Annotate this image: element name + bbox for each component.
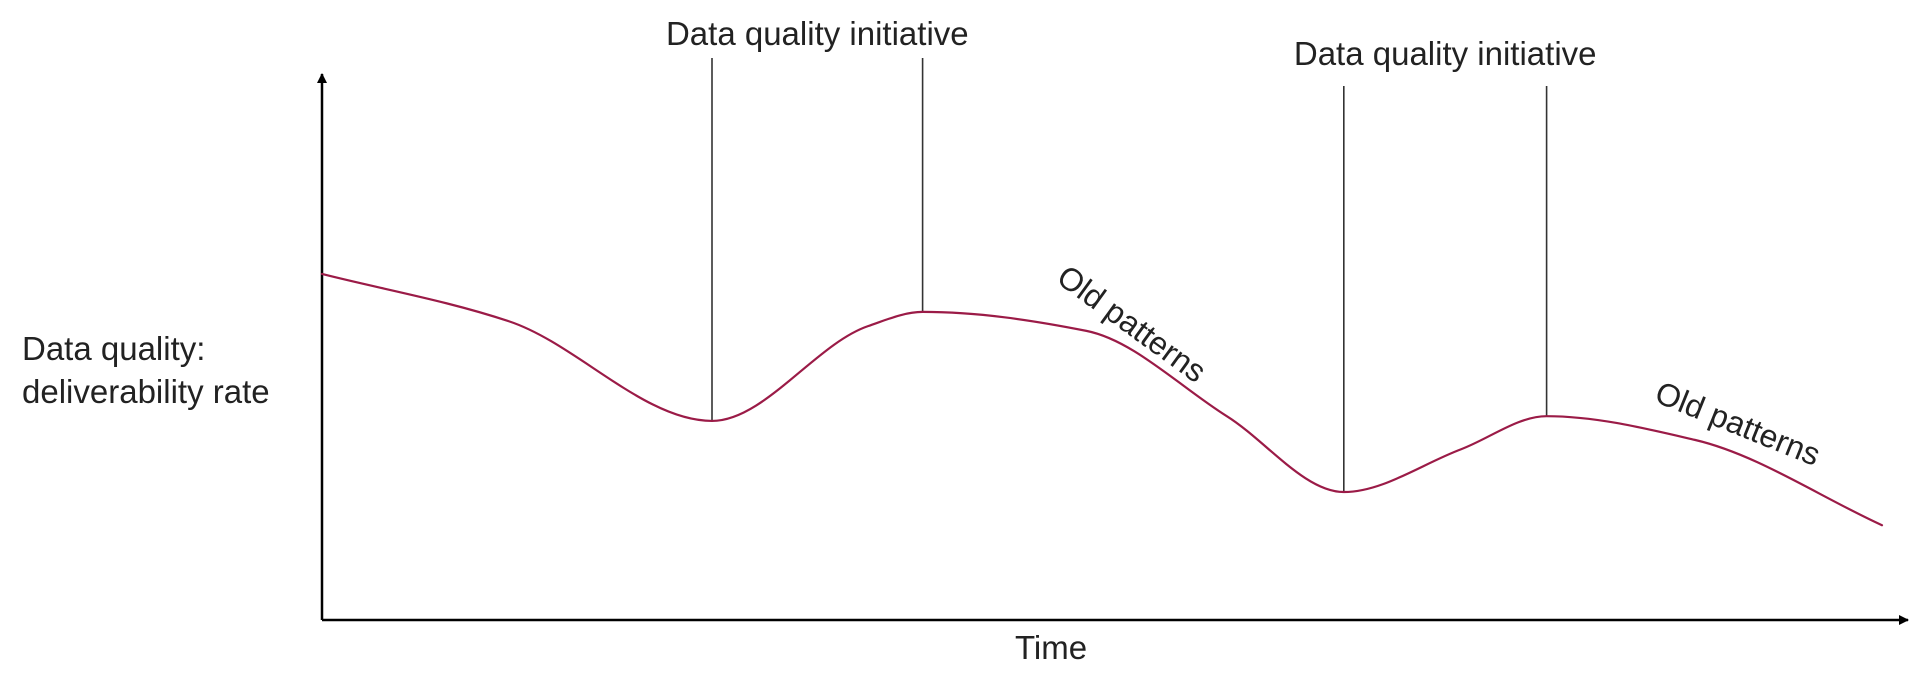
annotation-label-2: Data quality initiative [1294,35,1597,72]
labels: Data quality: deliverability rate Time [22,330,1087,666]
y-axis-label-line-1: Data quality: [22,330,205,367]
annotation-label-1: Data quality initiative [666,15,969,52]
curve-label-old-patterns-2: Old patterns [1650,374,1825,473]
annotation-lines [711,58,1548,493]
annotation-labels: Data quality initiative Data quality init… [666,15,1597,72]
deliverability-curve [320,272,1884,527]
x-axis-label: Time [1015,629,1087,666]
y-axis-label-line-2: deliverability rate [22,373,270,410]
curve-labels: Old patterns Old patterns [1051,258,1826,473]
curve-label-old-patterns-1: Old patterns [1051,258,1213,390]
